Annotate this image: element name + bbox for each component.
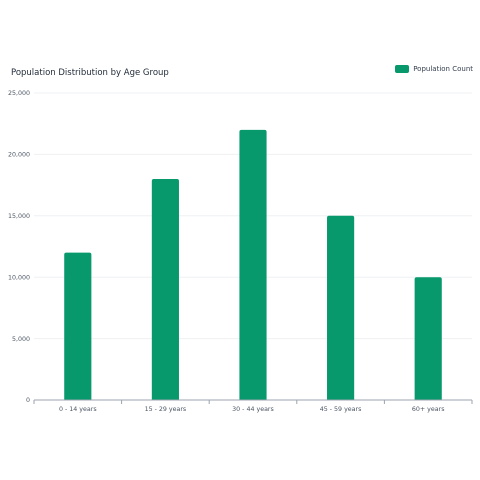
y-tick-label: 15,000 <box>8 213 30 220</box>
bar[interactable] <box>151 178 179 400</box>
chart-title: Population Distribution by Age Group <box>11 68 169 78</box>
bar[interactable] <box>327 215 355 400</box>
bar[interactable] <box>64 252 92 400</box>
legend-label: Population Count <box>413 65 473 73</box>
y-tick-label: 5,000 <box>12 336 30 343</box>
legend[interactable]: Population Count <box>395 65 473 73</box>
x-tick-label: 15 - 29 years <box>145 406 187 413</box>
x-tick-label: 60+ years <box>412 406 445 413</box>
bar[interactable] <box>414 277 442 400</box>
y-tick-label: 20,000 <box>8 152 30 159</box>
y-tick-label: 0 <box>26 397 30 404</box>
y-tick-label: 25,000 <box>8 90 30 97</box>
x-tick-label: 0 - 14 years <box>59 406 97 413</box>
x-tick-label: 30 - 44 years <box>232 406 274 413</box>
legend-swatch <box>395 65 410 73</box>
y-tick-label: 10,000 <box>8 274 30 281</box>
bar[interactable] <box>239 129 267 400</box>
x-tick-label: 45 - 59 years <box>320 406 362 413</box>
